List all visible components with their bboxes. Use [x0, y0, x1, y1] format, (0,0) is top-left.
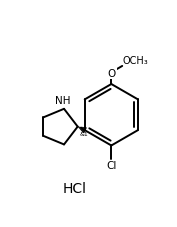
Text: HCl: HCl: [62, 181, 86, 195]
Text: O: O: [107, 68, 115, 78]
Text: OCH₃: OCH₃: [123, 56, 149, 66]
Text: &1: &1: [79, 131, 88, 136]
Text: Cl: Cl: [106, 160, 116, 170]
Text: NH: NH: [55, 96, 70, 106]
